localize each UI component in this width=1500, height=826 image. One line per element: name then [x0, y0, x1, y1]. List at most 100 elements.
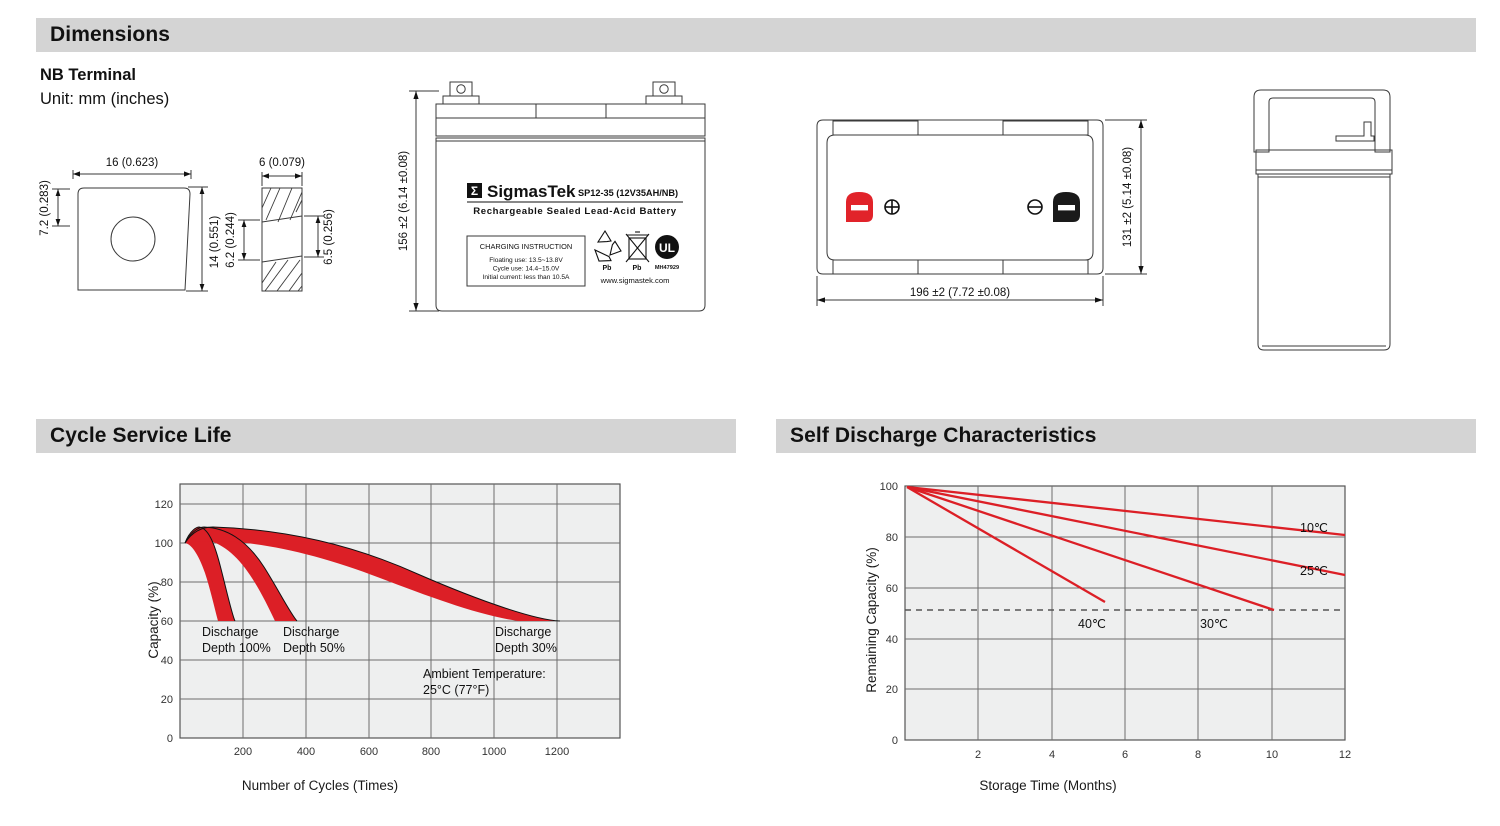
section-title-cycle-service-life: Cycle Service Life	[50, 424, 232, 447]
guide-curve-lower	[184, 526, 298, 622]
dim-terminal-outer: 6.5 (0.256)	[304, 209, 335, 265]
svg-text:8: 8	[1195, 749, 1201, 761]
dim-battery-height: 156 ±2 (6.14 ±0.08)	[398, 90, 439, 312]
positive-polarity-icon	[884, 199, 900, 215]
model-number: SP12-35 (12V35AH/NB)	[578, 188, 678, 198]
self-discharge-y-ticks: 100 80 60 40 20 0	[880, 481, 898, 747]
negative-polarity-icon	[1027, 199, 1043, 215]
charging-line-2: Cycle use: 14.4~15.0V	[493, 266, 560, 273]
section-header-cycle-service-life: Cycle Service Life	[36, 419, 736, 453]
sigma-mark: Σ	[471, 184, 478, 198]
dim-text-battery-height: 156 ±2 (6.14 ±0.08)	[398, 151, 410, 251]
svg-text:12: 12	[1339, 749, 1351, 761]
negative-terminal	[1053, 192, 1080, 222]
dim-text-terminal-inner: 6.2 (0.244)	[225, 212, 237, 268]
label-30c: 30℃	[1200, 617, 1228, 631]
brand-name: SigmasTek	[487, 182, 576, 201]
crossed-bin-pb-icon: Pb	[625, 231, 650, 272]
svg-text:1200: 1200	[545, 746, 569, 758]
dim-text-terminal-width: 16 (0.623)	[106, 157, 159, 169]
band-dod-50	[185, 527, 297, 621]
dim-terminal-top-offset: 7.2 (0.283)	[39, 180, 70, 236]
dim-terminal-inner: 6.2 (0.244)	[225, 212, 260, 268]
ul-text: UL	[659, 241, 675, 255]
section-header-dimensions: Dimensions	[36, 18, 1476, 52]
dim-terminal-thickness: 6 (0.079)	[259, 157, 305, 186]
svg-text:20: 20	[886, 684, 898, 696]
svg-text:1000: 1000	[482, 746, 506, 758]
bin-pb-label: Pb	[633, 265, 642, 272]
self-discharge-horizontal-grid	[905, 536, 1345, 690]
dim-text-terminal-height: 14 (0.551)	[209, 216, 221, 269]
cycle-chart-y-ticks: 120 100 80 60 40 20 0	[155, 499, 173, 745]
charging-line-3: Initial current: less than 10.5A	[483, 274, 570, 281]
terminal-type-title: NB Terminal	[40, 66, 136, 84]
svg-text:Discharge: Discharge	[202, 625, 258, 639]
dim-terminal-height: 14 (0.551)	[186, 186, 221, 292]
recycle-pb-label: Pb	[603, 265, 612, 272]
battery-label: Σ SigmasTek SP12-35 (12V35AH/NB) Recharg…	[466, 182, 683, 287]
dim-battery-width: 196 ±2 (7.72 ±0.08)	[816, 276, 1104, 306]
svg-text:60: 60	[161, 616, 173, 628]
svg-text:80: 80	[161, 577, 173, 589]
dim-text-terminal-thickness: 6 (0.079)	[259, 157, 305, 169]
curve-25c	[906, 485, 1346, 577]
svg-text:40: 40	[886, 634, 898, 646]
ul-file-number: MH47929	[655, 265, 679, 271]
ul-mark-icon: UL MH47929	[655, 235, 679, 271]
terminal-detail-drawing: 16 (0.623) 7.2 (0.283) 14 (0.551)	[30, 150, 380, 330]
section-header-self-discharge: Self Discharge Characteristics	[776, 419, 1476, 453]
section-title-self-discharge: Self Discharge Characteristics	[790, 424, 1097, 447]
svg-text:4: 4	[1049, 749, 1055, 761]
cycle-chart-x-axis-label: Number of Cycles (Times)	[242, 778, 398, 793]
label-25c: 25℃	[1300, 564, 1328, 578]
chart-cycle-service-life: 120 100 80 60 40 20 0 200 400 600 800 10…	[140, 470, 660, 815]
battery-front-view: 156 ±2 (6.14 ±0.08) Σ SigmasTe	[395, 78, 755, 328]
annotation-dod-50: Discharge Depth 50%	[283, 625, 345, 655]
svg-text:100: 100	[155, 538, 173, 550]
svg-text:40: 40	[161, 655, 173, 667]
svg-text:2: 2	[975, 749, 981, 761]
section-title-dimensions: Dimensions	[50, 23, 171, 46]
svg-text:200: 200	[234, 746, 252, 758]
curve-10c	[906, 485, 1346, 537]
guide-curve-inner	[184, 526, 236, 622]
dim-text-terminal-outer: 6.5 (0.256)	[323, 209, 335, 265]
band-dod-30	[185, 527, 560, 621]
chart-self-discharge: 10℃ 25℃ 30℃ 40℃ 100 80 60 40 20 0 2 4 6 …	[860, 470, 1420, 815]
website-text: www.sigmastek.com	[600, 276, 670, 285]
svg-text:Discharge: Discharge	[283, 625, 339, 639]
battery-side-view	[1235, 82, 1415, 357]
self-discharge-y-axis-label: Remaining Capacity (%)	[864, 547, 879, 693]
charging-instruction-box: CHARGING INSTRUCTION Floating use: 13.5~…	[466, 235, 586, 287]
dim-text-terminal-top-offset: 7.2 (0.283)	[39, 180, 51, 236]
svg-text:0: 0	[167, 733, 173, 745]
terminal-section-view	[261, 187, 303, 292]
svg-text:120: 120	[155, 499, 173, 511]
annotation-dod-100: Discharge Depth 100%	[202, 625, 271, 655]
svg-text:400: 400	[297, 746, 315, 758]
svg-text:25°C (77°F): 25°C (77°F)	[423, 683, 489, 697]
charging-title: CHARGING INSTRUCTION	[480, 242, 572, 251]
curve-30c	[906, 485, 1275, 612]
svg-text:Depth 50%: Depth 50%	[283, 641, 345, 655]
cycle-chart-x-ticks: 200 400 600 800 1000 1200	[234, 746, 569, 758]
svg-text:20: 20	[161, 694, 173, 706]
svg-text:Discharge: Discharge	[495, 625, 551, 639]
dim-terminal-width: 16 (0.623)	[72, 157, 192, 179]
battery-top-view: 131 ±2 (5.14 ±0.08) 196 ±2 (7.72 ±0.08)	[805, 110, 1165, 310]
svg-text:Depth 30%: Depth 30%	[495, 641, 557, 655]
svg-text:Ambient Temperature:: Ambient Temperature:	[423, 667, 546, 681]
svg-text:6: 6	[1122, 749, 1128, 761]
svg-text:60: 60	[886, 583, 898, 595]
self-discharge-x-ticks: 2 4 6 8 10 12	[975, 749, 1351, 761]
positive-terminal	[846, 192, 873, 222]
curve-40c	[906, 486, 1106, 603]
svg-text:0: 0	[892, 735, 898, 747]
cycle-chart-y-axis-label: Capacity (%)	[146, 581, 161, 658]
label-40c: 40℃	[1078, 617, 1106, 631]
svg-text:80: 80	[886, 532, 898, 544]
dim-text-battery-width: 196 ±2 (7.72 ±0.08)	[910, 287, 1010, 299]
recycle-pb-icon: Pb	[594, 229, 622, 272]
